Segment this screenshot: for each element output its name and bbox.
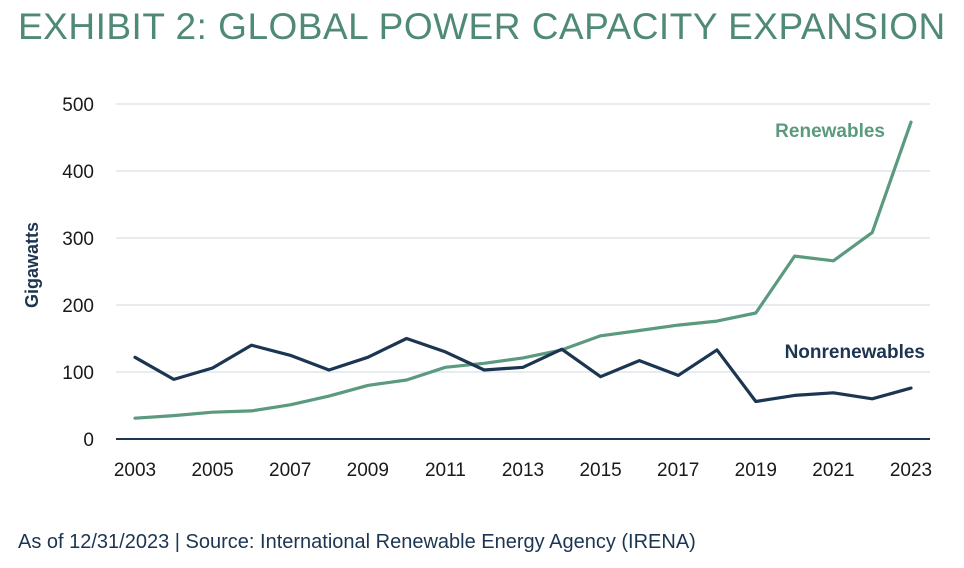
series-lines — [133, 120, 913, 420]
series-labels: Renewables Nonrenewables — [775, 121, 925, 363]
x-tick-label: 2023 — [890, 460, 932, 481]
x-tick-label: 2007 — [269, 460, 311, 481]
y-tick-label: 300 — [62, 229, 94, 250]
y-tick-label: 0 — [83, 430, 94, 451]
x-tick-label: 2017 — [657, 460, 699, 481]
y-tick-label: 500 — [62, 95, 94, 116]
chart-title: EXHIBIT 2: GLOBAL POWER CAPACITY EXPANSI… — [18, 6, 946, 47]
y-axis-label: Gigawatts — [22, 222, 42, 308]
x-tick-label: 2013 — [502, 460, 544, 481]
x-tick-label: 2015 — [579, 460, 621, 481]
x-tick-label: 2005 — [191, 460, 233, 481]
nonrenewables-line — [133, 336, 913, 404]
y-tick-labels: 0 100 200 300 400 500 — [62, 95, 94, 451]
x-tick-labels: 2003 2005 2007 2009 2011 2013 2015 2017 2019 2021… — [114, 460, 932, 481]
x-tick-label: 2019 — [735, 460, 777, 481]
gridlines — [116, 103, 930, 440]
renewables-line — [133, 120, 913, 420]
source-note: As of 12/31/2023 | Source: International… — [18, 531, 696, 553]
renewables-label: Renewables — [775, 121, 885, 142]
x-tick-label: 2011 — [425, 460, 466, 481]
nonrenewables-label: Nonrenewables — [785, 342, 925, 363]
y-tick-label: 200 — [62, 296, 94, 317]
x-tick-label: 2009 — [347, 460, 389, 481]
y-tick-label: 400 — [62, 162, 94, 183]
x-tick-label: 2021 — [812, 460, 854, 481]
y-tick-label: 100 — [62, 363, 94, 384]
x-tick-label: 2003 — [114, 460, 156, 481]
